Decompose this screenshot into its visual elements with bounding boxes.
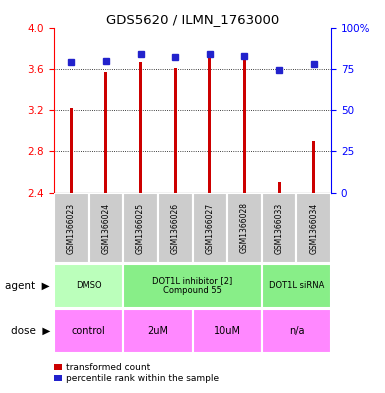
Bar — [278, 182, 281, 193]
Bar — [158, 193, 192, 263]
Bar — [89, 193, 123, 263]
Text: dose  ▶: dose ▶ — [11, 326, 50, 336]
Text: GSM1366028: GSM1366028 — [240, 202, 249, 253]
Text: GSM1366024: GSM1366024 — [101, 202, 110, 253]
Bar — [123, 264, 262, 308]
Bar — [54, 309, 123, 353]
Bar — [70, 108, 73, 193]
Bar — [104, 72, 107, 193]
Text: GSM1366023: GSM1366023 — [67, 202, 76, 253]
Bar — [54, 193, 89, 263]
Bar — [296, 193, 331, 263]
Bar — [262, 264, 331, 308]
Text: DOT1L siRNA: DOT1L siRNA — [269, 281, 324, 290]
Text: GSM1366026: GSM1366026 — [171, 202, 180, 253]
Bar — [139, 62, 142, 193]
Bar — [243, 59, 246, 193]
Text: control: control — [72, 326, 105, 336]
Bar — [208, 59, 211, 193]
Text: DMSO: DMSO — [76, 281, 101, 290]
Text: 2uM: 2uM — [147, 326, 168, 336]
Text: agent  ▶: agent ▶ — [5, 281, 50, 291]
Bar — [192, 193, 227, 263]
Title: GDS5620 / ILMN_1763000: GDS5620 / ILMN_1763000 — [106, 13, 279, 26]
Bar — [123, 309, 192, 353]
Bar — [54, 264, 123, 308]
Bar — [312, 141, 315, 193]
Bar — [227, 193, 262, 263]
Text: n/a: n/a — [289, 326, 304, 336]
Text: DOT1L inhibitor [2]
Compound 55: DOT1L inhibitor [2] Compound 55 — [152, 277, 233, 295]
Bar — [192, 309, 262, 353]
Legend: transformed count, percentile rank within the sample: transformed count, percentile rank withi… — [54, 363, 219, 384]
Text: 10uM: 10uM — [214, 326, 241, 336]
Bar — [262, 193, 296, 263]
Bar — [123, 193, 158, 263]
Bar — [174, 68, 177, 193]
Text: GSM1366025: GSM1366025 — [136, 202, 145, 253]
Text: GSM1366027: GSM1366027 — [205, 202, 214, 253]
Bar — [262, 309, 331, 353]
Text: GSM1366034: GSM1366034 — [309, 202, 318, 253]
Text: GSM1366033: GSM1366033 — [275, 202, 284, 253]
